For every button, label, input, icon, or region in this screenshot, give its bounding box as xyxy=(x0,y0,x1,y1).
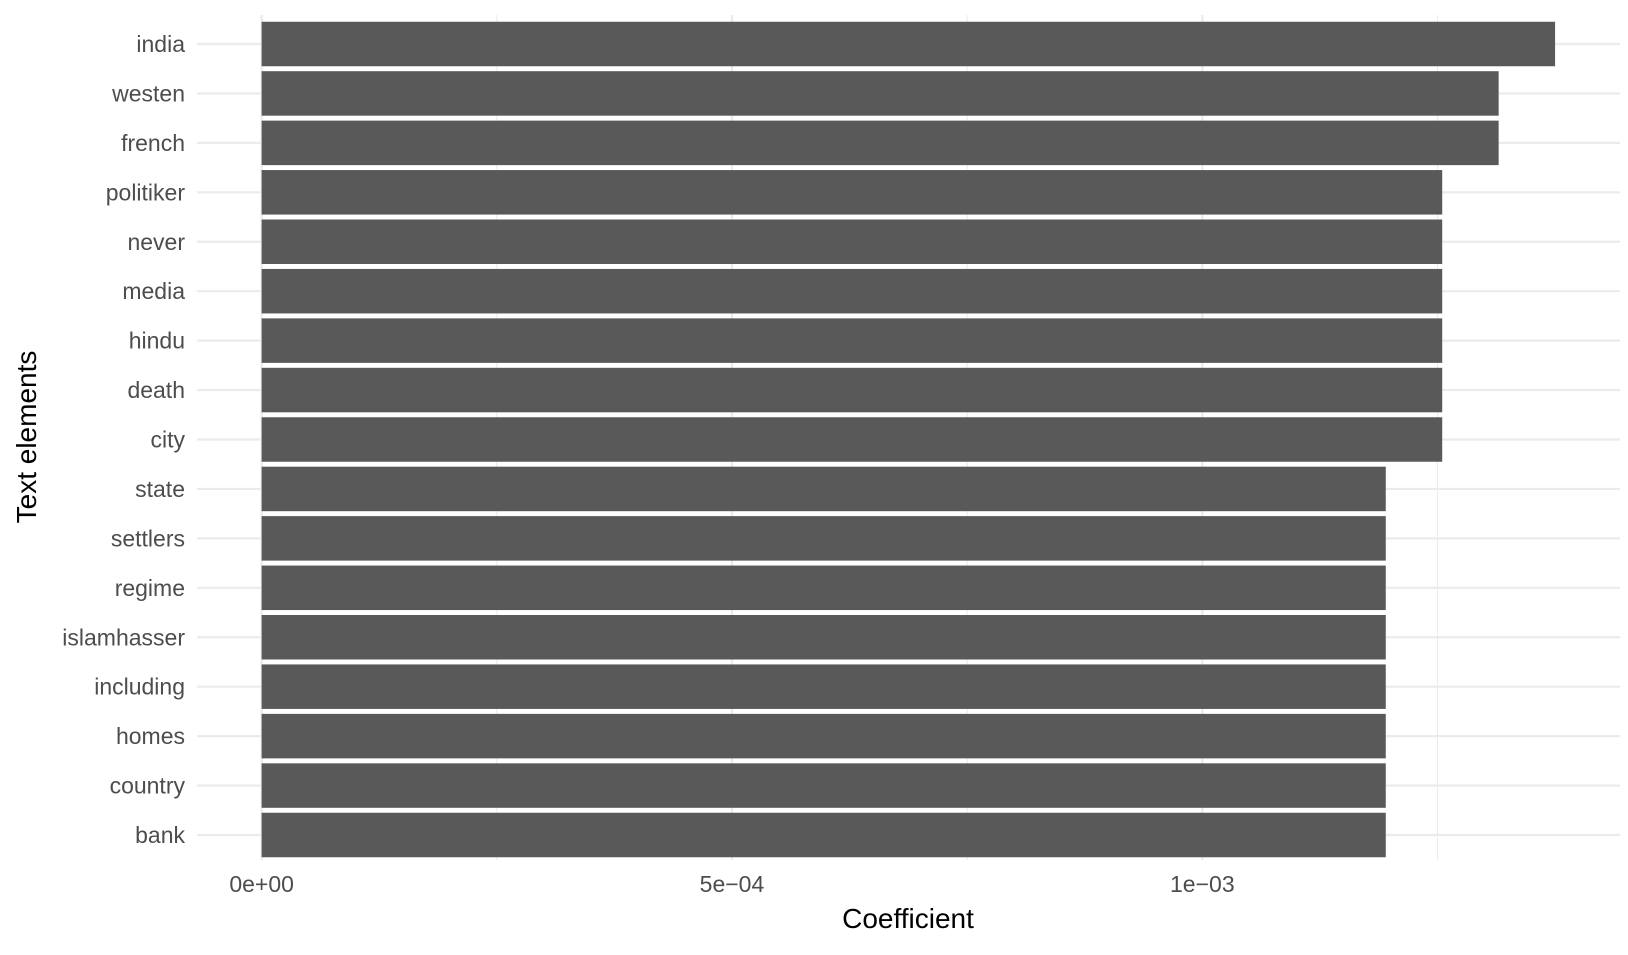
bar-westen xyxy=(261,71,1499,116)
x-tick-label: 5e−04 xyxy=(700,871,765,897)
y-tick-label-regime: regime xyxy=(115,575,185,601)
y-tick-label-homes: homes xyxy=(116,723,185,749)
bar-india xyxy=(261,21,1556,67)
bar-state xyxy=(261,466,1386,512)
bar-bank xyxy=(261,812,1386,858)
y-tick-label-state: state xyxy=(135,476,185,502)
y-tick-label-never: never xyxy=(127,229,185,255)
y-tick-label-hindu: hindu xyxy=(129,328,185,354)
bar-islamhasser xyxy=(261,615,1386,660)
y-axis-tick-labels: india westen french politiker never media hind… xyxy=(62,31,185,848)
y-tick-label-politiker: politiker xyxy=(106,179,186,205)
y-tick-label-india: india xyxy=(136,31,185,57)
bar-politiker xyxy=(261,170,1443,215)
y-tick-label-media: media xyxy=(122,278,185,304)
bar-media xyxy=(261,268,1443,314)
y-tick-label-westen: westen xyxy=(111,80,185,106)
bar-regime xyxy=(261,565,1386,611)
x-axis-tick-labels: 0e+00 5e−04 1e−03 xyxy=(229,871,1234,897)
y-tick-label-bank: bank xyxy=(135,822,185,848)
bar-hindu xyxy=(261,318,1443,363)
bar-french xyxy=(261,120,1499,166)
bar-settlers xyxy=(261,516,1386,561)
x-tick-label: 1e−03 xyxy=(1170,871,1235,897)
y-tick-label-city: city xyxy=(151,427,186,453)
bar-death xyxy=(261,367,1443,413)
x-axis-title: Coefficient xyxy=(842,903,974,934)
bar-including xyxy=(261,664,1386,709)
y-axis-title: Text elements xyxy=(11,351,42,524)
bar-country xyxy=(261,763,1386,808)
bar-homes xyxy=(261,713,1386,759)
bars xyxy=(261,21,1556,858)
y-tick-label-settlers: settlers xyxy=(111,525,185,551)
y-tick-label-islamhasser: islamhasser xyxy=(62,624,185,650)
y-tick-label-including: including xyxy=(94,674,185,700)
bar-never xyxy=(261,219,1443,264)
y-tick-label-death: death xyxy=(127,377,185,403)
y-tick-label-french: french xyxy=(121,130,185,156)
x-tick-label: 0e+00 xyxy=(229,871,294,897)
y-tick-label-country: country xyxy=(110,773,186,799)
bar-city xyxy=(261,417,1443,462)
